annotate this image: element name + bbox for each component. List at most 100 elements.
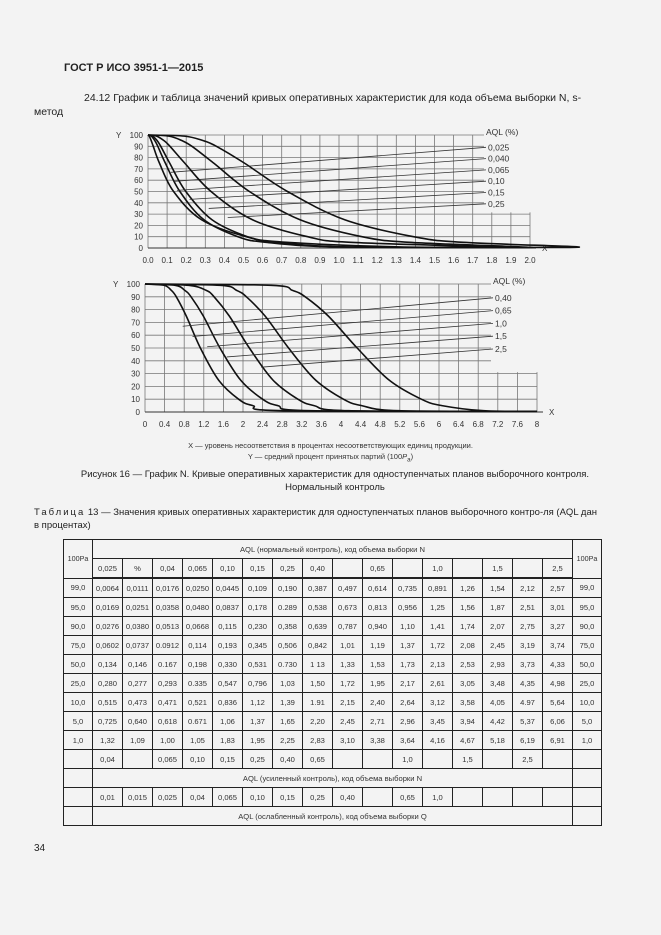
table-row: 75,0 0,0602 0,0737 0.0912 0,114 0,193 0,345 0,5… (63, 635, 602, 655)
value-cell: 0,842 (302, 635, 333, 655)
value-cell: 0.671 (182, 711, 213, 731)
value-cell: 0,330 (212, 654, 243, 674)
y-note-p: P (402, 452, 408, 461)
value-cell: 0,277 (122, 673, 153, 693)
x-tick-label: 2.8 (277, 420, 289, 429)
value-cell: 0,531 (242, 654, 273, 674)
pa-cell: 5,0 (572, 711, 602, 731)
value-cell: 4,35 (512, 673, 543, 693)
value-cell: 2,45 (482, 635, 513, 655)
tightened-aql-cell: 0,10 (182, 749, 213, 769)
aql-column-header: 0,04 (152, 558, 183, 579)
x-tick-label: 4.8 (375, 420, 387, 429)
tightened-aql-cell: 0,65 (302, 749, 333, 769)
figure-caption-line2: Нормальный контроль (285, 482, 385, 493)
x-tick-label: 0.8 (179, 420, 191, 429)
value-cell: 2,45 (332, 711, 363, 731)
value-cell: 0,956 (392, 597, 423, 617)
x-tick-label: 1.2 (198, 420, 210, 429)
value-cell: 1,72 (332, 673, 363, 693)
value-cell: 5,18 (482, 730, 513, 750)
tightened-header-row: AQL (усиленный контроль), код объема выб… (63, 768, 602, 788)
value-cell: 1 13 (302, 654, 333, 674)
value-cell: 0,0445 (212, 577, 243, 598)
pa-cell: 95,0 (572, 597, 602, 617)
tightened-aql-cell: 0,04 (92, 749, 123, 769)
reduced-aql-cell: 0,65 (392, 787, 423, 807)
x-tick-label: 3.6 (316, 420, 328, 429)
table-caption-text: 13 — Значения кривых оперативных характе… (34, 507, 597, 531)
x-tick-label: 0.8 (295, 256, 307, 265)
value-cell: 1,00 (152, 730, 183, 750)
x-tick-label: 6 (437, 420, 442, 429)
value-cell: 4,05 (482, 692, 513, 712)
tightened-aql-cell (422, 749, 453, 769)
value-cell: 0,0513 (152, 616, 183, 636)
y-tick-label: 20 (131, 382, 140, 391)
value-cell: 2,71 (362, 711, 393, 731)
value-cell: 0,0064 (92, 577, 123, 598)
value-cell: 2,83 (302, 730, 333, 750)
value-cell: 3,10 (332, 730, 363, 750)
value-cell: 0,521 (182, 692, 213, 712)
reduced-aql-cell: 0,025 (152, 787, 183, 807)
value-cell: 3,05 (452, 673, 483, 693)
value-cell: 1,06 (212, 711, 243, 731)
table-row: 1,0 1,32 1,09 1,00 1,05 1,83 1,95 2,25 2,83 3,10 3… (63, 730, 602, 750)
value-cell: 6,91 (542, 730, 573, 750)
value-cell: 0,0358 (152, 597, 183, 617)
value-cell: 0,506 (272, 635, 303, 655)
value-cell: 0,0380 (122, 616, 153, 636)
reduced-aql-cell (452, 787, 483, 807)
value-cell: 0,538 (302, 597, 333, 617)
value-cell: 3,74 (542, 635, 573, 655)
pa-cell: 50,0 (572, 654, 602, 674)
legend-leader-line (261, 348, 494, 368)
tightened-aql-cell: 0,40 (272, 749, 303, 769)
x-tick-label: 1.5 (429, 256, 441, 265)
y-tick-label: 90 (134, 142, 143, 151)
y-tick-label: 20 (134, 221, 143, 230)
axis-legend-notes: X — уровень несоответствия в процентах н… (0, 440, 661, 466)
y-tick-label: 80 (131, 306, 140, 315)
value-cell: 1,74 (452, 616, 483, 636)
value-cell: 1,09 (122, 730, 153, 750)
aql-column-header: 0,15 (242, 558, 273, 579)
value-cell: 2,08 (452, 635, 483, 655)
value-cell: 3,19 (512, 635, 543, 655)
pa-header-cell: 100Pa (572, 539, 602, 579)
value-cell: 1,50 (302, 673, 333, 693)
x-axis-label: X (542, 244, 548, 253)
tightened-aql-cell: 2,5 (512, 749, 543, 769)
tightened-aql-cell (362, 749, 393, 769)
oc-curve (147, 134, 533, 249)
value-cell: 2,61 (422, 673, 453, 693)
reduced-aql-cell: 1,0 (422, 787, 453, 807)
y-tick-label: 90 (131, 293, 140, 302)
y-tick-label: 60 (131, 331, 140, 340)
value-cell: 0,387 (302, 577, 333, 598)
x-tick-label: 0.4 (159, 420, 171, 429)
value-cell: 1,73 (392, 654, 423, 674)
aql-column-header (512, 558, 543, 579)
value-cell: 2,40 (362, 692, 393, 712)
value-cell: 1,56 (452, 597, 483, 617)
pa-cell: 99,0 (63, 577, 93, 598)
x-tick-label: 0.6 (257, 256, 269, 265)
value-cell: 5,37 (512, 711, 543, 731)
value-cell: 0.335 (182, 673, 213, 693)
value-cell: 3,73 (512, 654, 543, 674)
tightened-aql-cell (122, 749, 153, 769)
x-tick-label: 2.0 (524, 256, 536, 265)
reduced-aql-cell: 0,25 (302, 787, 333, 807)
x-tick-label: 2 (241, 420, 246, 429)
pa-cell: 90,0 (572, 616, 602, 636)
value-cell: 4,98 (542, 673, 573, 693)
aql-column-header: 0,65 (362, 558, 393, 579)
value-cell: 1,10 (392, 616, 423, 636)
empty-cell (63, 806, 93, 826)
legend-label: 2,5 (495, 344, 507, 354)
reduced-aql-cell (512, 787, 543, 807)
value-cell: 0,497 (332, 577, 363, 598)
aql-column-header: 0,25 (272, 558, 303, 579)
